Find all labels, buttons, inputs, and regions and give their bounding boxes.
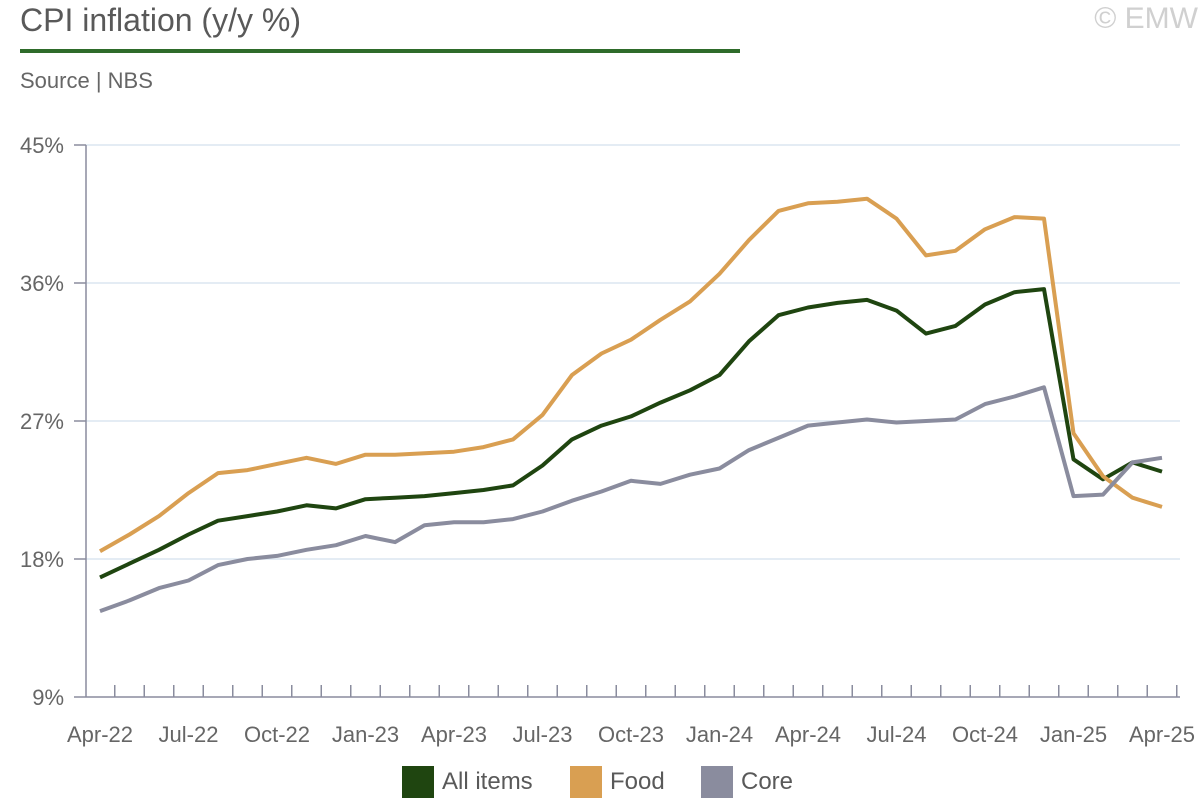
x-tick-label: Oct-22: [244, 722, 310, 747]
x-tick-label: Apr-24: [775, 722, 841, 747]
x-tick-label: Jan-25: [1040, 722, 1107, 747]
title-underline: [20, 49, 740, 53]
y-tick-label: 18%: [20, 547, 64, 572]
source-note: Source | NBS: [20, 68, 153, 93]
x-tick-label: Jan-23: [332, 722, 399, 747]
page-title: CPI inflation (y/y %): [20, 2, 301, 38]
legend-label-all-items: All items: [442, 768, 533, 795]
gridlines: [86, 144, 1180, 560]
series-line-food: [99, 196, 1163, 554]
legend-swatch-core: [701, 766, 733, 798]
legend-swatch-all-items: [402, 766, 434, 798]
legend: All items Food Core: [0, 764, 1200, 800]
x-tick-label: Jul-23: [513, 722, 573, 747]
y-tick-label: 27%: [20, 409, 64, 434]
line-chart: 9%18%27%36%45% Apr-22 Jul-22 Oct-22 Jan-23 A…: [20, 133, 1195, 747]
y-tick-label: 36%: [20, 271, 64, 296]
x-tick-label: Jul-22: [159, 722, 219, 747]
x-tick-label: Oct-23: [598, 722, 664, 747]
series-lines: [99, 196, 1163, 613]
series-line-all-items: [99, 287, 1163, 580]
y-axis: 9% 18% 27% 36% 45%: [20, 133, 87, 710]
x-axis: Apr-22 Jul-22 Oct-22 Jan-23 Apr-23 Jul-23 Oct-…: [67, 685, 1195, 747]
legend-label-food: Food: [610, 768, 665, 795]
x-tick-label: Jul-24: [867, 722, 927, 747]
x-tick-label: Apr-25: [1129, 722, 1195, 747]
watermark: © EMW: [1094, 2, 1198, 35]
x-tick-label: Apr-23: [421, 722, 487, 747]
legend-label-core: Core: [741, 768, 794, 795]
series-line-core: [99, 385, 1163, 613]
legend-item-all-items: All items: [402, 764, 533, 800]
legend-item-core: Core: [701, 764, 793, 800]
x-tick-label: Jan-24: [686, 722, 753, 747]
x-tick-label: Oct-24: [952, 722, 1018, 747]
y-tick-label: 45%: [20, 133, 64, 158]
legend-swatch-food: [570, 766, 602, 798]
y-tick-label: 9%: [32, 685, 64, 710]
x-tick-label: Apr-22: [67, 722, 133, 747]
legend-item-food: Food: [570, 764, 665, 800]
